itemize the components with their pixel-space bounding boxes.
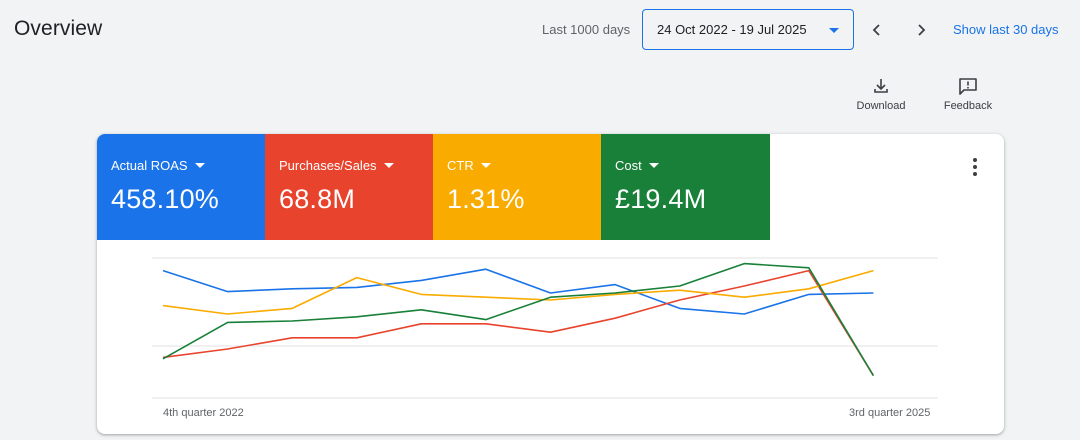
dropdown-arrow-icon (194, 163, 205, 168)
more-options-button[interactable] (967, 156, 983, 178)
download-icon (874, 79, 888, 93)
performance-card: Actual ROAS 458.10% Purchases/Sales 68.8… (97, 134, 1004, 434)
next-period-button[interactable] (907, 16, 935, 44)
download-button[interactable]: Download (852, 77, 910, 112)
more-vert-icon (973, 158, 977, 162)
previous-period-button[interactable] (863, 16, 891, 44)
metric-value: 1.31% (447, 184, 525, 214)
metric-value: 68.8M (279, 184, 356, 214)
x-tick-label-end: 3rd quarter 2025 (849, 407, 931, 419)
dropdown-arrow-icon (480, 163, 491, 168)
series-line-1 (162, 269, 875, 377)
metric-label: Purchases/Sales (279, 158, 377, 173)
page-title: Overview (14, 17, 103, 40)
chevron-right-icon (918, 24, 926, 36)
dropdown-arrow-icon (829, 28, 839, 33)
metric-label: CTR (447, 158, 474, 173)
dropdown-arrow-icon (383, 163, 394, 168)
feedback-button[interactable]: Feedback (940, 77, 996, 112)
show-last-30-days-link[interactable]: Show last 30 days (953, 22, 1059, 37)
date-range-picker[interactable]: 24 Oct 2022 - 19 Jul 2025 (642, 9, 854, 50)
feedback-label: Feedback (943, 100, 993, 112)
chevron-left-icon (872, 24, 880, 36)
metric-value: £19.4M (615, 184, 707, 214)
download-label: Download (856, 100, 906, 112)
metric-tile-purchases-sales[interactable]: Purchases/Sales 68.8M (265, 134, 433, 240)
series-line-0 (162, 268, 874, 315)
series-line-3 (162, 262, 875, 377)
metric-tile-actual-roas[interactable]: Actual ROAS 458.10% (97, 134, 265, 240)
line-chart: 4th quarter 2022 3rd quarter 2025 (97, 240, 1004, 434)
x-tick-label-start: 4th quarter 2022 (163, 407, 244, 419)
series-line-2 (162, 269, 874, 315)
dropdown-arrow-icon (648, 163, 659, 168)
chart-svg (152, 257, 938, 399)
metric-value: 458.10% (111, 184, 219, 214)
metric-label: Cost (615, 158, 642, 173)
metric-tile-cost[interactable]: Cost £19.4M (601, 134, 770, 240)
date-range-value: 24 Oct 2022 - 19 Jul 2025 (657, 22, 807, 37)
feedback-icon (959, 78, 977, 95)
metric-label: Actual ROAS (111, 158, 188, 173)
date-range-preset-label: Last 1000 days (542, 22, 631, 37)
metric-tile-ctr[interactable]: CTR 1.31% (433, 134, 601, 240)
